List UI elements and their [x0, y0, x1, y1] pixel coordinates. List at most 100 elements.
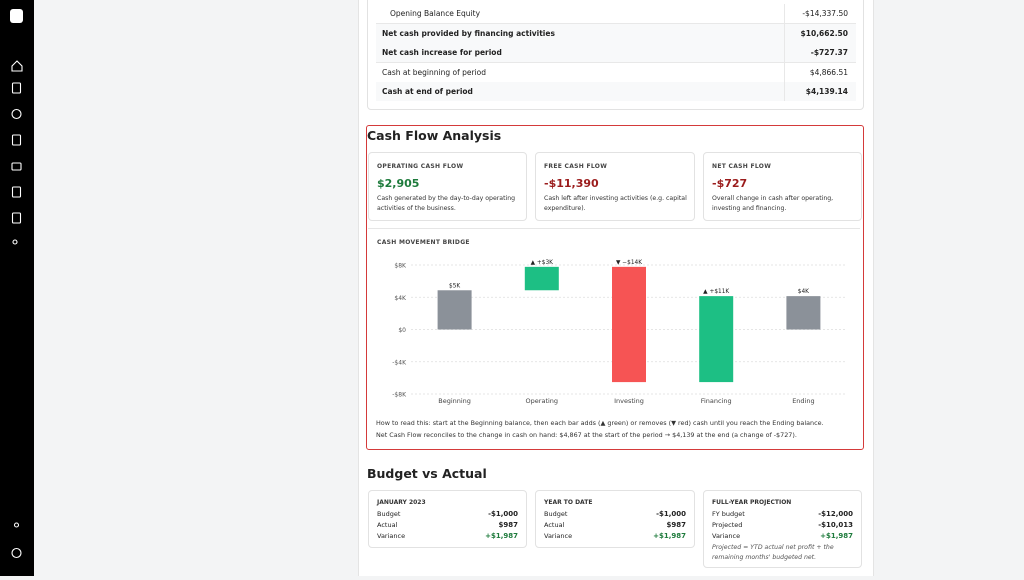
card-description: Overall change in cash after operating, …: [712, 195, 834, 212]
row-label: Budget: [544, 510, 568, 518]
y-tick-label: $0: [398, 327, 406, 334]
gauge-icon[interactable]: [11, 108, 22, 120]
row-label: Variance: [712, 532, 741, 540]
budget-row: Actual $987: [544, 521, 686, 529]
y-tick-label: -$4K: [392, 359, 407, 366]
row-value: +$1,987: [820, 532, 853, 540]
row-value: -$1,000: [488, 510, 518, 518]
card-description: Cash generated by the day-to-day operati…: [377, 195, 516, 212]
cash-table: Opening Balance Equity -$14,337.50 Net ca…: [367, 0, 864, 110]
logo[interactable]: [10, 9, 23, 23]
bar: [612, 266, 646, 383]
row-value: -$14,337.50: [802, 9, 848, 18]
people-icon[interactable]: [12, 239, 18, 245]
row-label: FY budget: [712, 510, 745, 518]
value-label: ▲ +$3K: [531, 260, 554, 266]
row-label: Opening Balance Equity: [390, 9, 481, 18]
budget-row: Variance +$1,987: [544, 532, 686, 540]
row-label: Actual: [377, 521, 398, 529]
row-value: +$1,987: [653, 532, 686, 540]
bar: [524, 266, 559, 291]
sidebar-icons: [10, 9, 23, 559]
table-row: Net cash increase for period -$727.37: [376, 43, 856, 63]
cash-flow-section: [366, 125, 864, 450]
chart-note: How to read this: start at the Beginning…: [376, 419, 824, 427]
value-label: ▼ −$14K: [616, 260, 642, 266]
metric-card: NET CASH FLOW -$727 Overall change in cash…: [703, 152, 862, 221]
row-label: Cash at end of period: [382, 87, 473, 96]
chart-title: CASH MOVEMENT BRIDGE: [377, 239, 470, 246]
row-value: +$1,987: [485, 532, 518, 540]
chart-note: Net Cash Flow reconciles to the change i…: [376, 431, 797, 439]
card-label: NET CASH FLOW: [712, 163, 772, 170]
budget-row: Variance +$1,987: [377, 532, 518, 540]
y-tick-label: $8K: [394, 263, 407, 270]
table-row: Opening Balance Equity -$14,337.50: [376, 4, 856, 24]
budget-row: Actual $987: [377, 521, 518, 529]
document-icon[interactable]: [11, 212, 22, 224]
bar: [437, 290, 472, 330]
table-row: Cash at beginning of period $4,866.51: [376, 63, 856, 83]
section-title: Cash Flow Analysis: [367, 128, 502, 143]
briefcase-icon[interactable]: [11, 162, 22, 171]
card-label: FREE CASH FLOW: [544, 163, 608, 170]
value-label: ▲ +$11K: [703, 289, 729, 295]
row-label: Projected: [712, 521, 743, 529]
help-icon[interactable]: [11, 547, 22, 559]
row-label: Variance: [544, 532, 573, 540]
row-label: Actual: [544, 521, 565, 529]
home-icon[interactable]: [11, 60, 23, 72]
row-value: -$727.37: [810, 48, 848, 57]
budget-card: JANUARY 2023 Budget -$1,000 Actual $987 Varia…: [368, 490, 527, 548]
x-tick-label: Ending: [792, 397, 814, 405]
report-icon[interactable]: [11, 134, 22, 146]
card-note: Projected = YTD actual net profit + the …: [712, 544, 834, 561]
row-label: Variance: [377, 532, 406, 540]
card-label: OPERATING CASH FLOW: [377, 163, 464, 170]
row-value: -$12,000: [818, 510, 853, 518]
bar: [699, 296, 734, 383]
value-label: $4K: [798, 289, 809, 295]
sidebar: [0, 0, 34, 576]
y-tick-label: $4K: [394, 295, 407, 302]
row-value: $10,662.50: [800, 29, 848, 38]
row-value: -$10,013: [818, 521, 853, 529]
row-value: $4,139.14: [805, 87, 848, 96]
budget-row: Budget -$1,000: [544, 510, 686, 518]
x-tick-label: Operating: [526, 397, 559, 405]
metric-card: FREE CASH FLOW -$11,390 Cash left after in…: [535, 152, 695, 221]
user-icon[interactable]: [13, 522, 20, 528]
budget-row: FY budget -$12,000: [712, 510, 853, 518]
x-tick-label: Investing: [614, 397, 644, 405]
x-tick-label: Beginning: [438, 397, 471, 405]
value-label: $5K: [449, 283, 460, 289]
table-row: Cash at end of period $4,139.14: [376, 82, 856, 101]
row-value: $987: [498, 521, 518, 529]
clipboard-icon[interactable]: [11, 82, 22, 94]
card-value: $2,905: [377, 177, 420, 190]
row-label: Net cash provided by financing activitie…: [382, 29, 555, 38]
budget-row: Variance +$1,987: [712, 532, 853, 540]
row-label: Budget: [377, 510, 401, 518]
card-value: -$11,390: [544, 177, 599, 190]
x-tick-label: Financing: [701, 397, 732, 405]
divider: [368, 228, 860, 229]
row-label: Cash at beginning of period: [382, 68, 487, 77]
row-value: $4,866.51: [809, 68, 848, 77]
card-title: YEAR TO DATE: [544, 499, 593, 506]
waterfall-chart: $8K $4K $0 -$4K -$8K $5K Beginning ▲ +$3K Operat…: [392, 260, 847, 405]
card-value: -$727: [712, 177, 748, 190]
budget-row: Projected -$10,013: [712, 521, 853, 529]
row-label: Net cash increase for period: [382, 48, 502, 57]
y-tick-label: -$8K: [392, 392, 407, 399]
budget-card: FULL-YEAR PROJECTION FY budget -$12,000 Pro…: [703, 490, 862, 568]
card-title: JANUARY 2023: [377, 499, 426, 506]
metric-card: OPERATING CASH FLOW $2,905 Cash generated …: [368, 152, 527, 221]
bar: [786, 296, 821, 330]
card-title: FULL-YEAR PROJECTION: [712, 499, 792, 506]
ledger-icon[interactable]: [11, 186, 22, 198]
section-title: Budget vs Actual: [367, 466, 487, 481]
table-row: Net cash provided by financing activitie…: [376, 24, 856, 44]
row-value: $987: [666, 521, 686, 529]
